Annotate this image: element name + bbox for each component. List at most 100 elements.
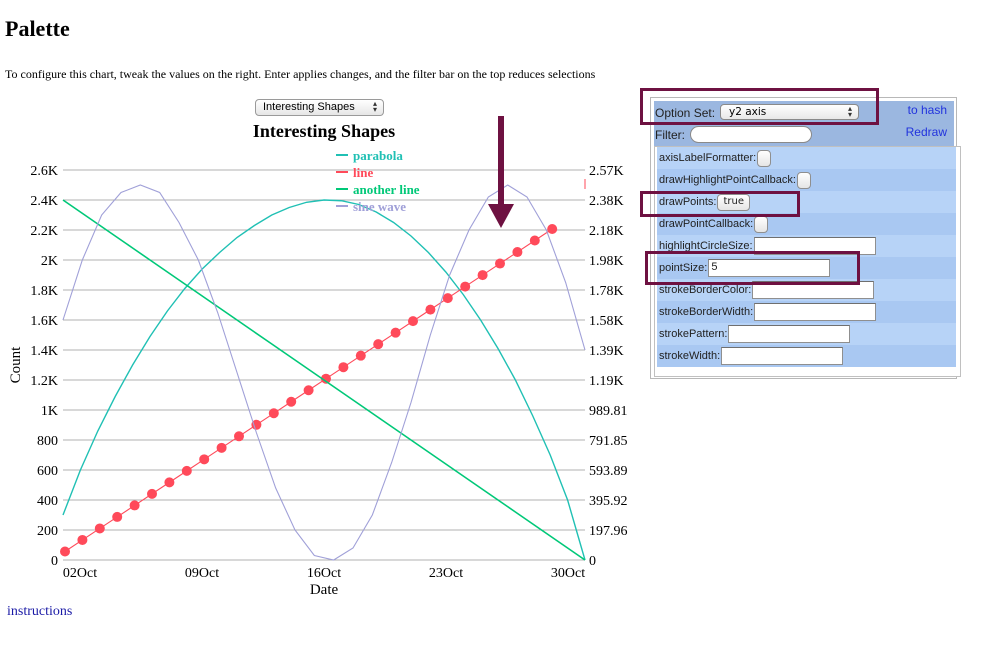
options-header: Option Set: y2 axis ▴ ▾ Filter: to hash R… [654,101,954,149]
y2-tick-label: 791.85 [589,434,628,449]
option-value-input[interactable]: 5 [708,259,831,277]
dropdown-arrows-icon: ▴ ▾ [847,104,852,119]
y-tick-label: 600 [37,464,58,479]
option-set-dropdown[interactable]: y2 axis ▴ ▾ [720,104,859,120]
y-tick-label: 2.4K [30,194,58,209]
data-point [529,235,540,246]
x-axis-title: Date [310,582,339,598]
data-point [234,431,244,442]
chart-legend: parabola line another line sine wave [336,148,420,214]
option-row: highlightCircleSize: [657,235,956,257]
y2-tick-label: 2.18K [589,224,624,239]
y-tick-label: 2.2K [30,224,58,239]
y-axis-title: Count [8,346,24,384]
y2-tick-label: 197.96 [589,524,628,539]
y2-tick-label: 2.38K [589,194,624,209]
y-tick-label: 2.6K [30,164,58,179]
data-point [425,304,436,315]
series-another-line [62,199,586,561]
x-tick-label: 02Oct [63,566,97,581]
option-value-input[interactable] [754,303,877,321]
annotation-arrow-icon [488,116,514,228]
data-point [129,500,140,511]
options-list: axisLabelFormatter: drawHighlightPointCal… [654,146,961,377]
legend-entry: parabola [353,148,403,163]
option-value-button[interactable] [757,149,772,167]
y-tick-label: 1.4K [30,344,58,359]
y-tick-label: 400 [37,494,58,509]
option-row: strokeBorderWidth: [657,301,956,323]
y-tick-label: 0 [51,554,58,569]
data-point [199,454,210,465]
data-point [373,339,384,350]
y2-tick-label: 1.78K [589,284,624,299]
chart-canvas[interactable]: Interesting Shapes 0 200 400 600 800 1K 1.2K 1.… [0,115,630,605]
option-row: drawPointCallback: [657,213,956,235]
filter-label: Filter: [655,128,685,142]
option-value-button[interactable] [754,215,769,233]
option-value-input[interactable] [752,281,875,299]
y-tick-label: 800 [37,434,58,449]
option-name: pointSize: [659,262,708,274]
option-value-input[interactable] [753,237,876,255]
option-value-button[interactable] [796,171,811,189]
x-tick-label: 09Oct [185,566,219,581]
option-value-input[interactable] [721,347,844,365]
option-row: strokePattern: [657,323,956,345]
data-point [112,511,123,522]
option-set-value: y2 axis [729,106,767,118]
y-axis-labels: 0 200 400 600 800 1K 1.2K 1.4K 1.6K 1.8K 2K 2.2K 2.4… [30,164,58,569]
y-tick-label: 1.6K [30,314,58,329]
chart-selector-dropdown[interactable]: Interesting Shapes ▴ ▾ [255,99,384,116]
data-point [477,270,488,281]
options-panel: Option Set: y2 axis ▴ ▾ Filter: to hash R… [650,97,961,379]
redraw-link[interactable]: Redraw [905,125,947,139]
option-name: drawPointCallback: [659,218,754,230]
option-name: highlightCircleSize: [659,240,753,252]
chart[interactable]: Interesting Shapes 0 200 400 600 800 1K 1.2K 1.… [0,115,630,605]
data-point [216,442,227,453]
y-tick-label: 2K [41,254,58,269]
data-point [94,523,105,534]
option-name: axisLabelFormatter: [659,152,757,164]
chart-title: Interesting Shapes [253,121,395,141]
data-point [495,258,505,269]
option-row: drawHighlightPointCallback: [657,169,956,191]
data-point [547,223,558,234]
option-name: strokeWidth: [659,350,721,362]
y2-axis-labels: 0 197.96 395.92 593.89 791.85 989.81 1.19K 1.39… [589,164,628,569]
data-point [390,327,401,338]
y2-tick-label: 989.81 [589,404,628,419]
option-row: axisLabelFormatter: [657,147,956,169]
instructions-link[interactable]: instructions [7,604,73,619]
data-point [355,350,366,361]
data-point [268,408,279,419]
option-value-button[interactable]: true [717,193,751,211]
chart-selector-value: Interesting Shapes [263,101,355,113]
y2-tick-label: 1.98K [589,254,624,269]
data-point [408,316,418,327]
to-hash-link[interactable]: to hash [907,103,947,117]
data-point [512,247,523,258]
data-point [460,281,471,292]
y2-tick-label: 1.39K [589,344,624,359]
option-row: strokeBorderColor: [657,279,956,301]
y2-tick-label: 593.89 [589,464,628,479]
y2-tick-label: 0 [589,554,596,569]
chart-series [60,184,586,561]
data-point [286,396,297,407]
y2-tick-label: 1.58K [589,314,624,329]
option-value-input[interactable] [728,325,851,343]
intro-text: To configure this chart, tweak the value… [5,67,596,81]
filter-input[interactable] [690,126,812,143]
option-set-label: Option Set: [655,106,716,120]
y-tick-label: 1.8K [30,284,58,299]
series-sine-wave [62,184,586,561]
legend-entry: another line [353,182,420,197]
option-name: strokePattern: [659,328,728,340]
data-point [60,546,70,557]
data-point [442,293,453,304]
data-point [164,477,175,488]
data-point [303,385,314,396]
x-tick-label: 16Oct [307,566,341,581]
